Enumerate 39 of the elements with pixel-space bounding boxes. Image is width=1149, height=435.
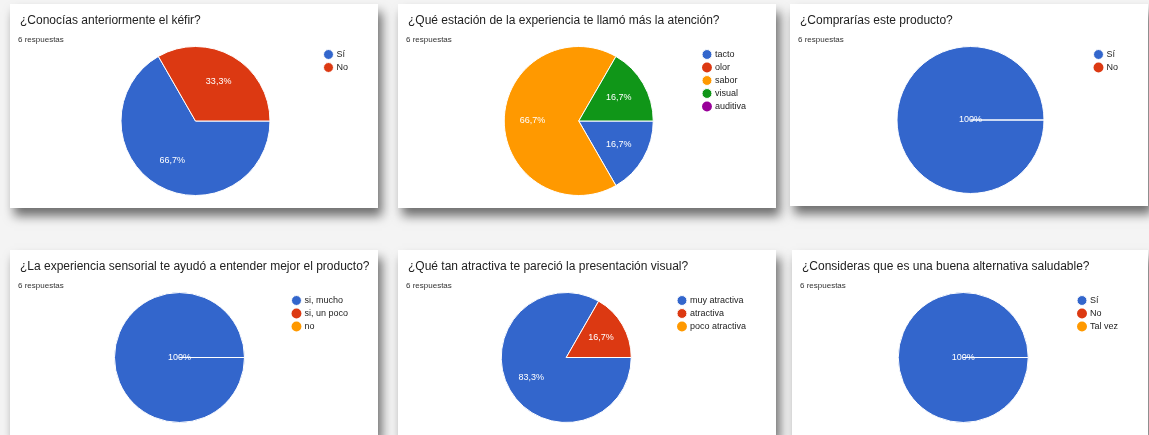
chart-title: ¿La experiencia sensorial te ayudó a entender mejor el producto?: [20, 259, 371, 273]
text: 6 respuestas: [406, 281, 453, 290]
data-label: 16,7%: [588, 331, 614, 342]
legend-label: si, un poco: [304, 307, 348, 318]
legend-label: Sí: [336, 48, 346, 59]
data-label: 66,7%: [519, 115, 546, 126]
chart-title: ¿Qué tan atractiva te pareció la presentación visual?: [408, 259, 690, 273]
legend-label: olor: [714, 61, 730, 72]
data-label: 33,3%: [205, 75, 232, 86]
legend-label: no: [304, 320, 315, 331]
legend-label: No: [1089, 307, 1102, 318]
data-label: 66,7%: [159, 155, 186, 166]
legend-label: No: [336, 61, 349, 72]
chart-title: ¿Qué estación de la experiencia te llamó más la atención?: [408, 13, 721, 27]
legend-label: sabor: [714, 74, 738, 85]
text: 6 respuestas: [18, 35, 65, 44]
chart-title: ¿Comprarías este producto?: [800, 13, 954, 27]
text: 6 respuestas: [800, 281, 847, 290]
legend-label: visual: [714, 87, 738, 98]
data-label: 16,7%: [605, 92, 632, 103]
legend-label: poco atractiva: [689, 320, 746, 331]
chart-title: ¿Consideras que es una buena alternativa saludable?: [802, 259, 1091, 273]
legend-label: Sí: [1106, 48, 1116, 59]
text: 6 respuestas: [406, 35, 453, 44]
data-label: 83,3%: [518, 372, 545, 383]
text: 6 respuestas: [798, 35, 845, 44]
legend-label: si, mucho: [304, 294, 343, 305]
data-label: 100%: [951, 351, 975, 362]
chart-title: ¿Conocías anteriormente el kéfir?: [20, 13, 202, 27]
data-label: 100%: [958, 114, 983, 125]
legend-label: Tal vez: [1089, 320, 1119, 331]
data-label: 16,7%: [605, 138, 632, 149]
legend-label: No: [1106, 61, 1119, 72]
text: 6 respuestas: [18, 281, 65, 290]
legend-label: muy atractiva: [689, 294, 744, 305]
legend-label: tacto: [714, 48, 735, 59]
legend-label: atractiva: [689, 307, 724, 318]
legend-label: auditiva: [714, 100, 747, 111]
legend-label: Sí: [1089, 294, 1099, 305]
